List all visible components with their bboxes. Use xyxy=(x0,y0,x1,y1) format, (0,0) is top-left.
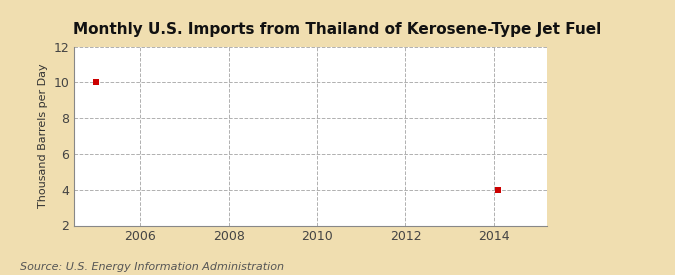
Y-axis label: Thousand Barrels per Day: Thousand Barrels per Day xyxy=(38,64,48,208)
Text: Monthly U.S. Imports from Thailand of Kerosene-Type Jet Fuel: Monthly U.S. Imports from Thailand of Ke… xyxy=(74,22,601,37)
Text: Source: U.S. Energy Information Administration: Source: U.S. Energy Information Administ… xyxy=(20,262,284,272)
